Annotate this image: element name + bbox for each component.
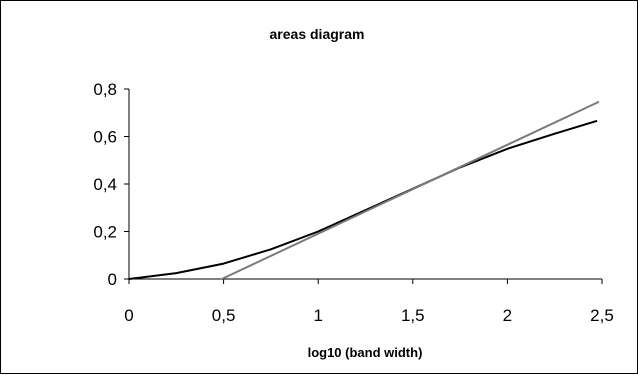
x-tick-label: 0 — [124, 306, 133, 325]
x-axis-label: log10 (band width) — [308, 345, 423, 360]
x-ticks: 0 0,5 1 1,5 2 2,5 — [124, 279, 614, 325]
x-tick-label: 2 — [503, 306, 512, 325]
y-tick-label: 0,4 — [93, 175, 117, 194]
x-tick-label: 2,5 — [590, 306, 614, 325]
x-tick-label: 0,5 — [212, 306, 236, 325]
series-line-2 — [220, 101, 600, 280]
y-tick-label: 0,6 — [93, 128, 117, 147]
y-tick-label: 0,2 — [93, 223, 117, 242]
chart-title: areas diagram — [270, 26, 365, 42]
series-layer — [128, 101, 600, 280]
x-tick-label: 1 — [313, 306, 322, 325]
x-tick-label: 1,5 — [401, 306, 425, 325]
y-tick-label: 0,8 — [93, 80, 117, 99]
y-tick-label: 0 — [108, 270, 117, 289]
series-line-1 — [128, 120, 598, 280]
y-ticks: 0 0,2 0,4 0,6 0,8 — [93, 80, 129, 289]
